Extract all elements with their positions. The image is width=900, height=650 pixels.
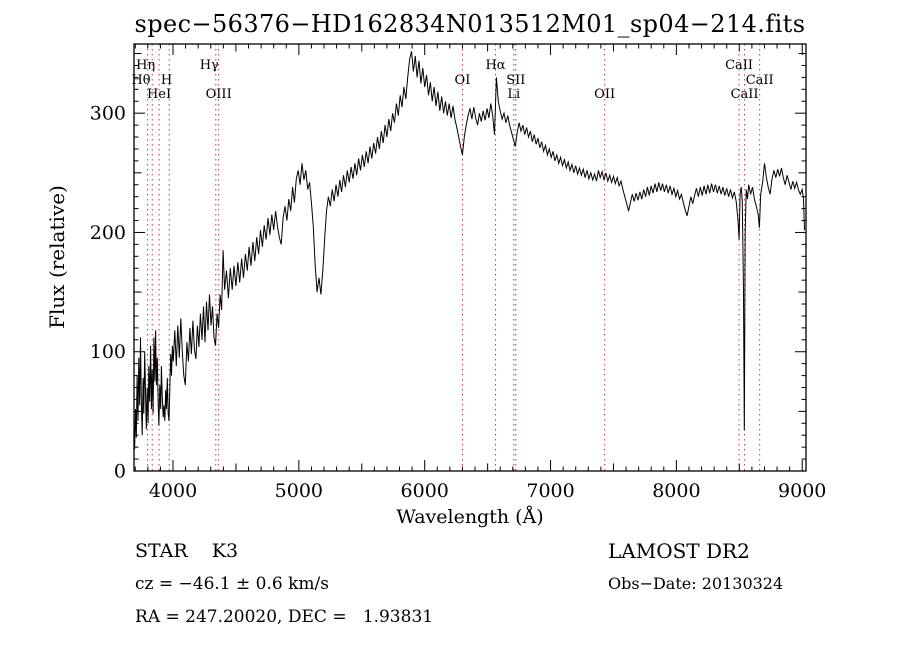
line-label-H: H (161, 73, 172, 88)
y-tick-label: 300 (90, 103, 126, 125)
line-label-CaII: CaII (731, 87, 759, 102)
line-label-SII: SII (506, 73, 525, 88)
y-tick-label: 0 (114, 461, 126, 483)
x-axis-label: Wavelength (Å) (396, 506, 544, 528)
line-label-HeI: HeI (147, 87, 171, 102)
line-label-Li: Li (507, 87, 520, 102)
x-tick-label: 4000 (149, 480, 197, 502)
plot-title: spec−56376−HD162834N013512M01_sp04−214.f… (134, 10, 806, 38)
object-class-text: STAR K3 (135, 540, 239, 562)
line-label-OI: OI (455, 73, 471, 88)
x-tick-label: 8000 (652, 480, 700, 502)
line-label-CaII: CaII (746, 73, 774, 88)
line-label-OII: OII (594, 87, 615, 102)
line-label-Hγ: Hγ (200, 58, 219, 73)
line-label-Hθ: Hθ (131, 73, 150, 88)
y-tick-label: 200 (90, 222, 126, 244)
spectrum-trace (134, 51, 805, 450)
x-tick-label: 7000 (526, 480, 574, 502)
y-axis-ticks (134, 53, 806, 460)
x-tick-label: 6000 (401, 480, 449, 502)
ra-dec-text: RA = 247.20020, DEC = 1.93831 (135, 607, 434, 627)
obs-date-text: Obs−Date: 20130324 (608, 574, 784, 593)
plot-frame (133, 43, 807, 472)
line-label-Hα: Hα (485, 58, 505, 73)
survey-release-text: LAMOST DR2 (608, 539, 750, 563)
line-label-CaII: CaII (725, 58, 753, 73)
line-label-OIII: OIII (206, 87, 232, 102)
cz-velocity-text: cz = −46.1 ± 0.6 km/s (135, 574, 329, 594)
x-axis-ticks (134, 44, 803, 471)
x-tick-label: 5000 (275, 480, 323, 502)
line-label-Hη: Hη (136, 58, 155, 73)
y-tick-label: 100 (90, 341, 126, 363)
x-tick-label: 9000 (778, 480, 826, 502)
